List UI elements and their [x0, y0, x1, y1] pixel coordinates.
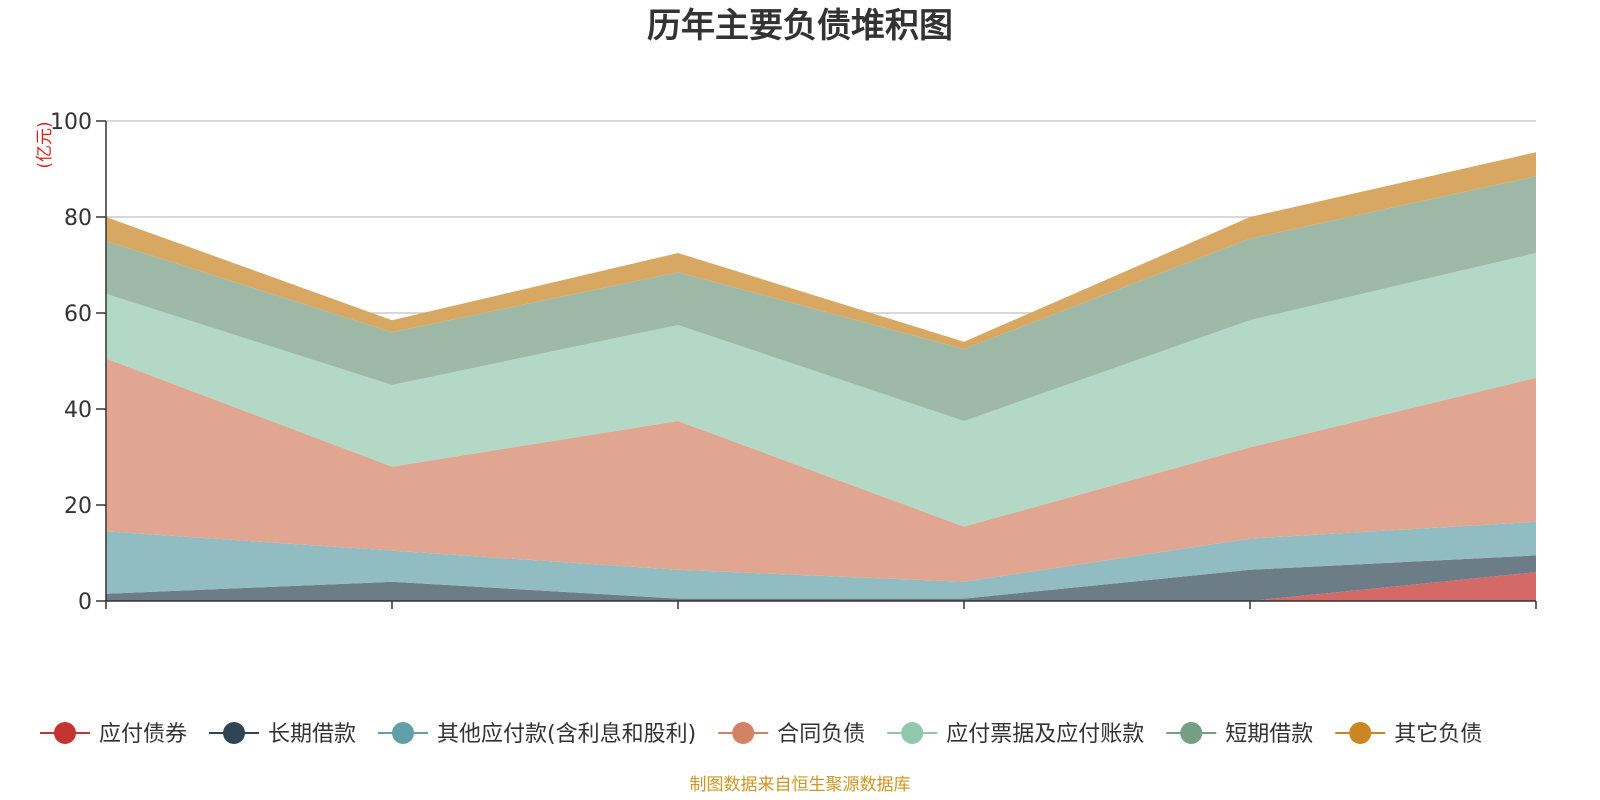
- legend-label: 长期借款: [268, 722, 356, 747]
- area-series-4: [106, 358, 1536, 582]
- legend-item[interactable]: 其它负债: [1335, 722, 1482, 747]
- legend-circle-marker: [732, 722, 755, 744]
- area-series-7: [106, 152, 1536, 349]
- area-series: [106, 152, 1536, 601]
- data-source-note: 制图数据来自恒生聚源数据库: [690, 775, 911, 795]
- area-series-6: [106, 176, 1536, 421]
- legend-item[interactable]: 合同负债: [718, 722, 865, 747]
- legend-item[interactable]: 长期借款: [209, 722, 356, 747]
- chart-title: 历年主要负债堆积图: [647, 6, 953, 46]
- legend[interactable]: 应付债券 长期借款 其他应付款(含利息和股利) 合同负债 应付票据及应付账款 短期借款 其它…: [40, 722, 1482, 747]
- legend-item[interactable]: 应付票据及应付账款: [887, 722, 1144, 747]
- legend-circle-marker: [54, 722, 76, 744]
- y-tick-label: 100: [50, 110, 92, 135]
- y-tick-label: 80: [64, 206, 92, 231]
- legend-label: 应付债券: [99, 722, 187, 747]
- area-series-2: [106, 555, 1536, 601]
- legend-label: 其他应付款(含利息和股利): [437, 722, 696, 747]
- y-axis-unit-label: (亿元): [35, 121, 55, 168]
- legend-circle-marker: [223, 722, 246, 744]
- legend-circle-marker: [392, 722, 415, 744]
- legend-label: 短期借款: [1225, 722, 1313, 747]
- y-tick-label: 0: [78, 590, 92, 615]
- legend-item[interactable]: 其他应付款(含利息和股利): [378, 722, 696, 747]
- legend-circle-marker: [901, 722, 924, 744]
- legend-circle-marker: [1349, 722, 1372, 744]
- legend-item[interactable]: 短期借款: [1166, 722, 1313, 747]
- legend-label: 应付票据及应付账款: [946, 722, 1144, 747]
- y-tick-label: 60: [64, 302, 92, 327]
- area-series-1: [106, 572, 1536, 601]
- area-series-5: [106, 253, 1536, 527]
- axes: 0 20 40 60 80 100: [50, 110, 1537, 615]
- legend-label: 其它负债: [1394, 722, 1482, 747]
- area-series-3: [106, 521, 1536, 599]
- legend-label: 合同负债: [777, 722, 865, 747]
- y-tick-label: 20: [64, 494, 92, 519]
- y-tick-label: 40: [64, 398, 92, 423]
- legend-item[interactable]: 应付债券: [40, 722, 187, 747]
- legend-circle-marker: [1180, 722, 1203, 744]
